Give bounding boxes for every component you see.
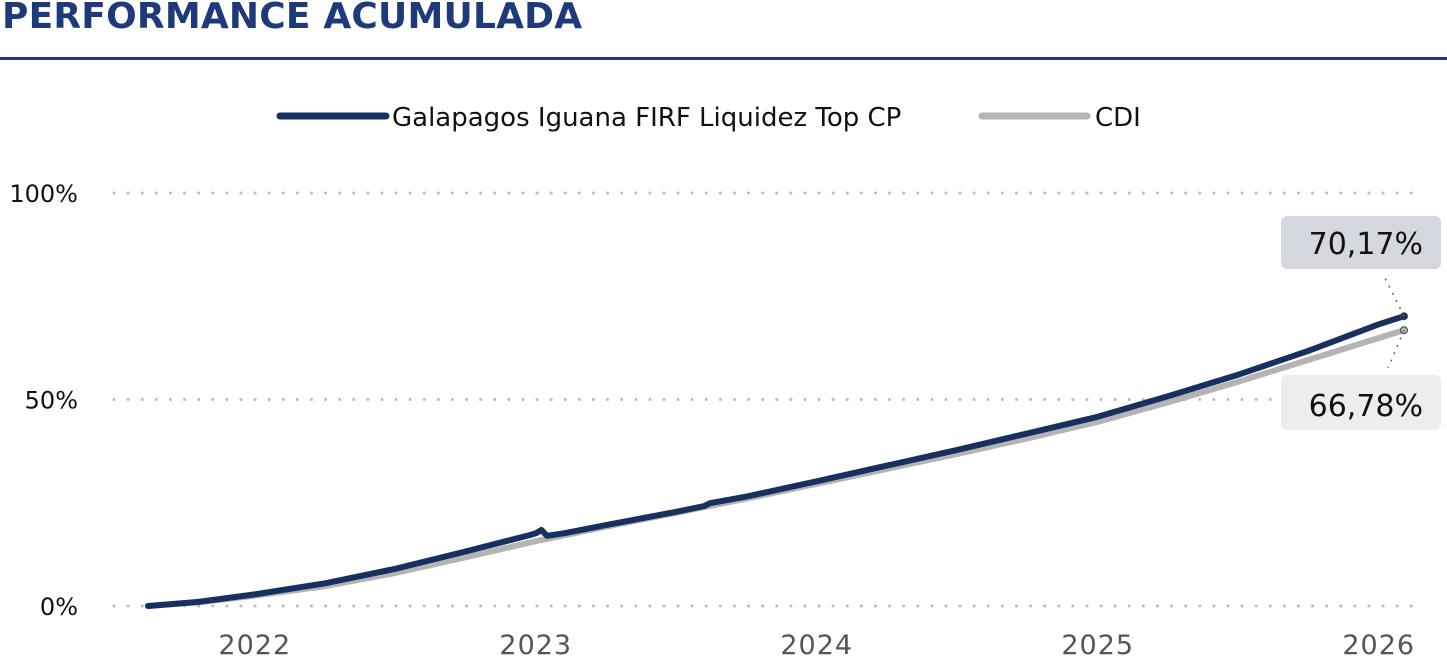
y-tick-label: 50% (25, 387, 78, 415)
callout-leader-fund (1383, 275, 1405, 317)
legend-label-cdi: CDI (1095, 103, 1141, 133)
x-tick-label: 2025 (1061, 630, 1134, 661)
end-label-cdi: 66,78% (1309, 389, 1423, 424)
gridlines (112, 191, 1422, 608)
callout-box-cdi (1281, 375, 1441, 430)
x-tick-label: 2022 (218, 630, 291, 661)
y-axis: 0% 50% 100% (9, 180, 78, 621)
title-underline (0, 57, 1447, 60)
end-labels: 70,17% 66,78% (1281, 216, 1441, 430)
x-tick-label: 2023 (499, 630, 572, 661)
page-title: PERFORMANCE ACUMULADA (2, 0, 583, 37)
end-label-fund: 70,17% (1309, 227, 1423, 262)
x-tick-label: 2026 (1342, 630, 1415, 661)
y-tick-label: 0% (40, 593, 78, 621)
series-line-cdi (145, 327, 1407, 609)
x-axis: 2022 2023 2024 2025 2026 (218, 630, 1415, 661)
series-lines (145, 312, 1408, 609)
callout-box-fund (1281, 216, 1441, 269)
series-line-fund (145, 313, 1407, 609)
y-tick-label: 100% (9, 180, 78, 208)
legend: Galapagos Iguana FIRF Liquidez Top CP CD… (276, 103, 1141, 133)
x-tick-label: 2024 (780, 630, 853, 661)
legend-label-fund: Galapagos Iguana FIRF Liquidez Top CP (392, 103, 901, 133)
